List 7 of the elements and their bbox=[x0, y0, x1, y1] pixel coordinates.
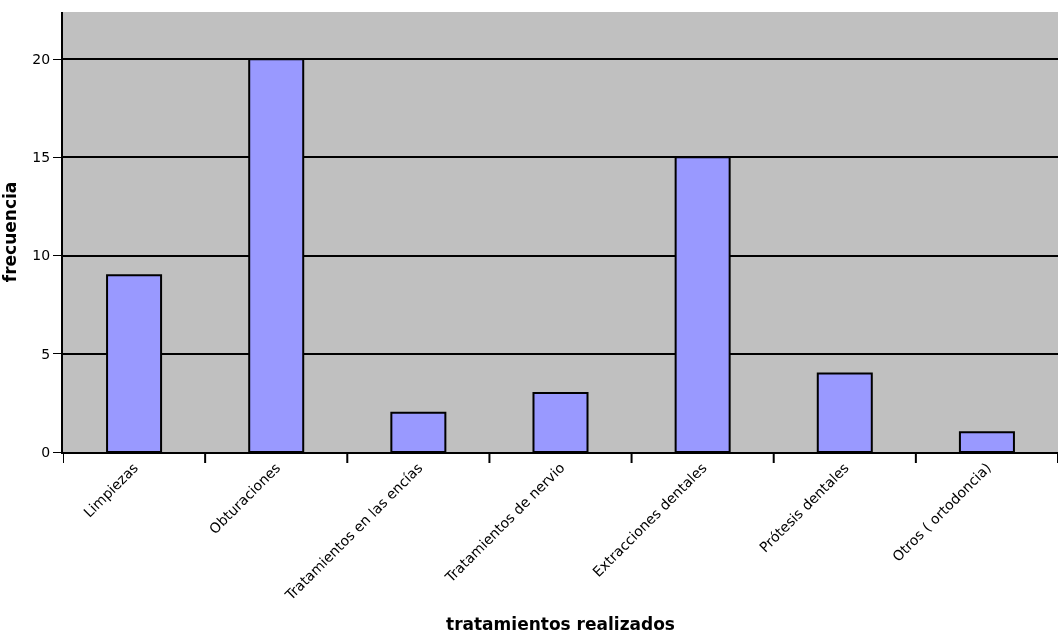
y-tick-label: 15 bbox=[32, 149, 51, 166]
y-tick-label: 5 bbox=[41, 345, 51, 362]
y-tick-label: 20 bbox=[32, 51, 51, 68]
y-tick-label: 0 bbox=[41, 443, 51, 460]
y-tick-label: 10 bbox=[32, 247, 51, 264]
y-axis-title: frecuencia bbox=[0, 181, 20, 283]
x-axis-title: tratamientos realizados bbox=[446, 613, 675, 634]
